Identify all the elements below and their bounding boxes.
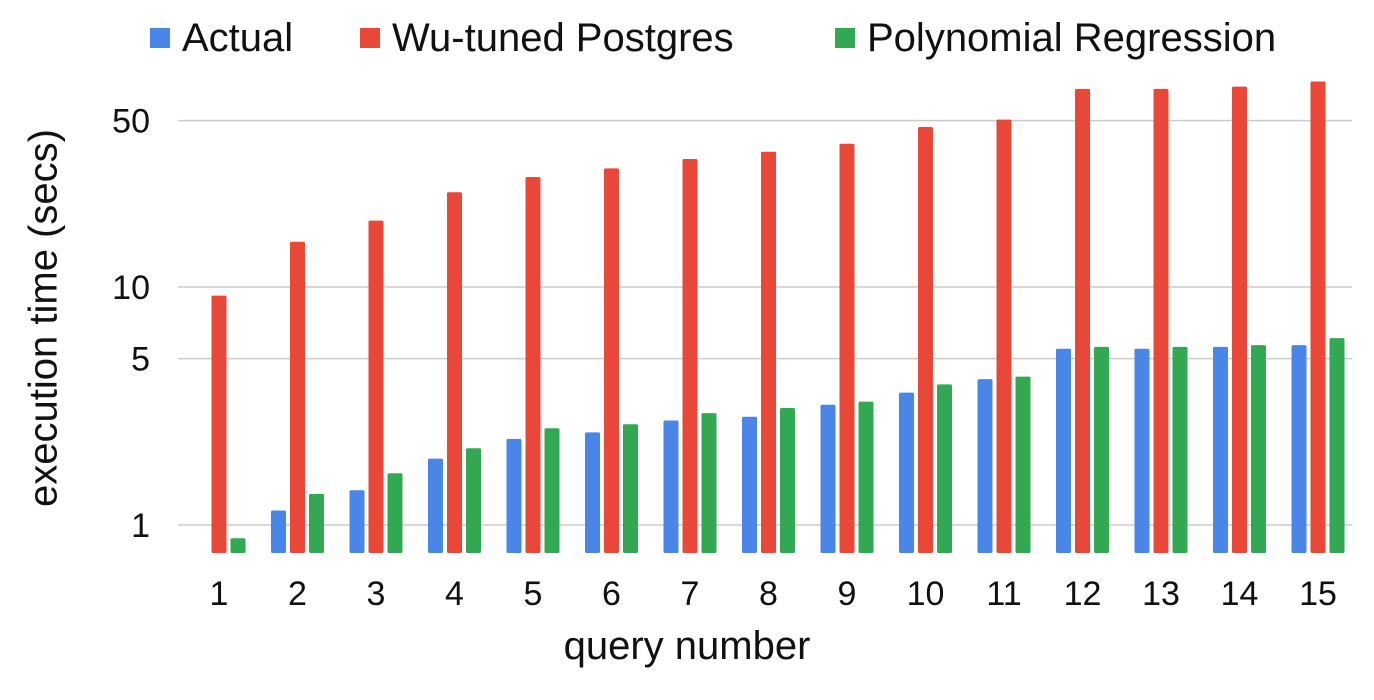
y-axis-title-text: execution time (secs) xyxy=(21,129,66,507)
bar-actual-q4 xyxy=(428,458,443,553)
bar-actual-q15 xyxy=(1291,345,1307,553)
bar-polynomial-regression-q7 xyxy=(701,413,717,553)
bar-wu-tuned-postgres-q4 xyxy=(447,192,462,553)
bar-wu-tuned-postgres-q10 xyxy=(918,127,933,553)
bar-wu-tuned-postgres-q11 xyxy=(996,119,1012,554)
legend-label-wu-tuned-postgres: Wu-tuned Postgres xyxy=(392,16,734,60)
x-tick-label-7: 7 xyxy=(681,575,700,613)
bar-actual-q6 xyxy=(585,432,600,553)
legend-swatch-wu-tuned-postgres xyxy=(360,28,380,48)
bar-polynomial-regression-q13 xyxy=(1172,346,1188,553)
bar-polynomial-regression-q14 xyxy=(1251,345,1266,553)
bar-actual-q14 xyxy=(1213,346,1228,553)
bar-wu-tuned-postgres-q12 xyxy=(1075,88,1090,553)
bar-actual-q5 xyxy=(506,438,522,553)
bar-polynomial-regression-q8 xyxy=(780,408,795,553)
y-tick-label-50: 50 xyxy=(112,103,150,141)
x-tick-label-4: 4 xyxy=(445,575,464,613)
legend-swatch-actual xyxy=(150,28,170,48)
bar-actual-q13 xyxy=(1134,348,1150,553)
y-tick-label-1: 1 xyxy=(131,507,150,545)
legend-item-actual: Actual xyxy=(150,12,293,64)
y-tick-label-5: 5 xyxy=(131,341,150,379)
legend-swatch-polynomial-regression xyxy=(835,28,855,48)
bar-actual-q3 xyxy=(349,490,365,553)
x-tick-label-9: 9 xyxy=(838,575,857,613)
bar-wu-tuned-postgres-q7 xyxy=(682,158,698,553)
bar-wu-tuned-postgres-q9 xyxy=(839,143,855,553)
x-axis-ticks: 1 2 3 4 5 6 7 8 9 10 11 12 13 14 15 xyxy=(210,575,1337,613)
bar-actual-q2 xyxy=(271,510,286,553)
x-tick-label-6: 6 xyxy=(602,575,621,613)
bar-polynomial-regression-q2 xyxy=(309,493,324,553)
bar-polynomial-regression-q1 xyxy=(230,538,246,553)
bar-wu-tuned-postgres-q3 xyxy=(368,220,384,553)
y-axis-ticks: 1 5 10 50 xyxy=(112,103,150,545)
bar-wu-tuned-postgres-q14 xyxy=(1232,86,1247,554)
x-tick-label-12: 12 xyxy=(1064,575,1102,613)
bar-wu-tuned-postgres-q15 xyxy=(1310,81,1326,553)
bar-polynomial-regression-q4 xyxy=(466,448,481,553)
x-tick-label-14: 14 xyxy=(1221,575,1259,613)
legend-label-polynomial-regression: Polynomial Regression xyxy=(867,16,1277,60)
bar-polynomial-regression-q9 xyxy=(858,401,874,553)
bar-actual-q11 xyxy=(977,379,993,553)
x-axis-title: query number xyxy=(563,624,811,668)
x-tick-label-11: 11 xyxy=(986,575,1021,613)
bar-actual-q7 xyxy=(663,420,679,553)
bar-wu-tuned-postgres-q5 xyxy=(525,176,541,553)
bar-wu-tuned-postgres-q2 xyxy=(290,241,305,553)
legend: Actual Wu-tuned Postgres Polynomial Regr… xyxy=(0,12,1374,64)
bar-wu-tuned-postgres-q13 xyxy=(1153,88,1169,553)
legend-label-actual: Actual xyxy=(182,16,294,60)
x-tick-label-15: 15 xyxy=(1299,575,1337,613)
x-tick-label-2: 2 xyxy=(288,575,307,613)
y-tick-label-10: 10 xyxy=(112,269,150,307)
x-tick-label-3: 3 xyxy=(367,575,386,613)
bar-polynomial-regression-q6 xyxy=(623,424,638,553)
bar-polynomial-regression-q3 xyxy=(387,473,403,553)
x-tick-label-10: 10 xyxy=(907,575,945,613)
bars xyxy=(211,81,1345,554)
legend-item-polynomial-regression: Polynomial Regression xyxy=(835,12,1276,64)
x-tick-label-8: 8 xyxy=(759,575,778,613)
bar-actual-q10 xyxy=(899,392,914,553)
x-tick-label-5: 5 xyxy=(524,575,543,613)
bar-actual-q8 xyxy=(742,416,757,553)
bar-wu-tuned-postgres-q6 xyxy=(604,168,619,553)
bar-wu-tuned-postgres-q1 xyxy=(211,295,227,553)
bar-wu-tuned-postgres-q8 xyxy=(761,151,776,553)
legend-item-wu-tuned-postgres: Wu-tuned Postgres xyxy=(360,12,734,64)
bar-actual-q12 xyxy=(1056,348,1071,553)
bar-polynomial-regression-q10 xyxy=(937,384,952,553)
bar-polynomial-regression-q12 xyxy=(1094,346,1109,553)
bar-polynomial-regression-q11 xyxy=(1015,376,1031,553)
x-tick-label-13: 13 xyxy=(1142,575,1180,613)
bar-polynomial-regression-q15 xyxy=(1329,338,1345,553)
bar-actual-q9 xyxy=(820,404,836,553)
x-tick-label-1: 1 xyxy=(210,575,229,613)
bar-polynomial-regression-q5 xyxy=(544,428,560,553)
